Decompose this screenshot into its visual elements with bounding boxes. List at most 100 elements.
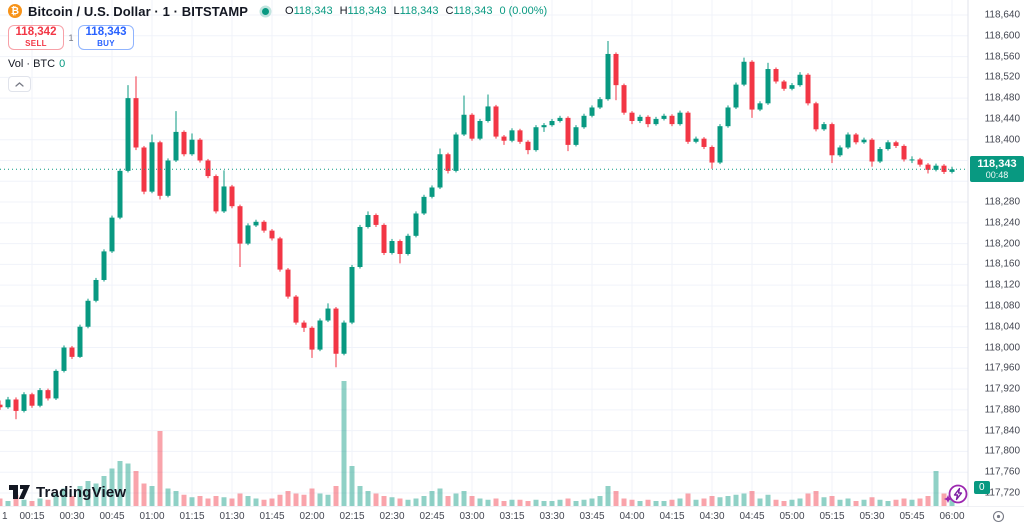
candle-body	[877, 149, 883, 162]
volume-bar	[405, 499, 411, 506]
price-axis-label: 118,080	[984, 300, 1020, 312]
candle-body	[861, 139, 867, 143]
candle-body	[429, 187, 435, 197]
change-value: 0 (0.00%)	[499, 5, 548, 17]
candle-body	[125, 98, 131, 171]
open-value: 118,343	[293, 5, 333, 17]
candle-body	[365, 215, 371, 227]
volume-bar	[589, 498, 595, 506]
volume-bar	[485, 499, 491, 506]
volume-bar	[805, 493, 811, 506]
last-price-badge: 118,343 00:48	[970, 156, 1024, 183]
volume-bar	[829, 496, 835, 506]
volume-bar	[421, 496, 427, 506]
volume-bar	[85, 481, 91, 506]
candle-body	[189, 139, 195, 155]
volume-bar	[925, 496, 931, 506]
volume-bar	[253, 498, 259, 506]
candle-body	[341, 322, 347, 354]
price-axis-label: 117,760	[984, 466, 1020, 478]
volume-legend: Vol · BTC 0	[8, 58, 66, 70]
bar-countdown: 00:48	[985, 170, 1009, 181]
volume-bar	[525, 501, 531, 506]
volume-bar	[93, 483, 99, 506]
candle-body	[597, 99, 603, 108]
time-axis-label: 02:30	[379, 511, 405, 522]
time-axis-label: 03:15	[499, 511, 525, 522]
candle-body	[45, 390, 51, 399]
volume-bar	[317, 493, 323, 506]
volume-bar	[205, 498, 211, 506]
candle-body	[373, 215, 379, 225]
volume-bar	[701, 498, 707, 506]
volume-bar	[349, 466, 355, 506]
candle-body	[781, 81, 787, 89]
time-axis-label: 06:00	[939, 511, 965, 522]
time-axis-label: 04:45	[739, 511, 765, 522]
volume-bar	[933, 471, 939, 506]
volume-bar	[765, 494, 771, 506]
axis-settings-gear-icon[interactable]	[992, 510, 1005, 527]
buy-button[interactable]: 118,343 BUY	[78, 25, 134, 50]
volume-bar	[157, 431, 163, 506]
candle-body	[621, 85, 627, 113]
price-axis-label: 118,120	[984, 279, 1020, 291]
volume-bar	[437, 488, 443, 506]
price-axis[interactable]: 117,720 117,760 117,800 117,840 117,880 117,9…	[968, 0, 1024, 507]
volume-bar	[189, 497, 195, 506]
volume-bar	[741, 493, 747, 506]
price-axis-label: 118,040	[984, 321, 1020, 333]
candle-body	[533, 127, 539, 151]
chart-legend: ₿ Bitcoin / U.S. Dollar · 1 · BITSTAMP O…	[8, 3, 547, 92]
volume-bar	[389, 497, 395, 506]
market-status-dot[interactable]	[262, 7, 270, 15]
volume-bar	[133, 471, 139, 506]
candle-body	[453, 134, 459, 171]
candle-body	[149, 142, 155, 192]
volume-bar	[277, 494, 283, 506]
time-axis-session-label: 1	[2, 511, 8, 522]
volume-bar	[501, 501, 507, 506]
collapse-pane-button[interactable]	[8, 76, 31, 92]
candle-body	[5, 399, 11, 408]
candle-body	[613, 53, 619, 86]
symbol-title[interactable]: Bitcoin / U.S. Dollar · 1 · BITSTAMP	[28, 3, 249, 19]
price-axis-label: 118,640	[984, 9, 1020, 21]
candle-body	[0, 404, 3, 408]
candle-body	[197, 139, 203, 161]
candle-body	[381, 224, 387, 253]
volume-bar	[397, 498, 403, 506]
volume-bar	[685, 493, 691, 506]
volume-bar	[781, 501, 787, 506]
price-axis-label: 117,800	[984, 445, 1020, 457]
volume-bar	[149, 486, 155, 506]
time-axis[interactable]: 00:15 00:30 00:45 01:00 01:15 01:30 01:45 02:00…	[0, 507, 1024, 527]
candle-body	[837, 147, 843, 156]
volume-bar	[949, 498, 955, 506]
candle-body	[285, 269, 291, 297]
boost-lightning-icon[interactable]	[941, 482, 971, 511]
volume-bar	[661, 501, 667, 506]
volume-bar	[29, 501, 35, 506]
volume-bar	[477, 498, 483, 506]
time-axis-label: 01:00	[139, 511, 165, 522]
volume-bar	[725, 496, 731, 506]
candle-body	[109, 217, 115, 252]
tradingview-logo[interactable]: TradingView	[8, 484, 126, 501]
volume-bar	[885, 501, 891, 506]
volume-bar	[357, 486, 363, 506]
time-axis-label: 05:00	[779, 511, 805, 522]
volume-bar	[69, 496, 75, 506]
volume-bar	[21, 499, 27, 506]
price-axis-label: 118,200	[984, 238, 1020, 250]
sell-button[interactable]: 118,342 SELL	[8, 25, 64, 50]
candle-body	[757, 103, 763, 110]
candle-body	[317, 320, 323, 350]
candle-body	[741, 61, 747, 85]
candle-body	[829, 124, 835, 156]
bitcoin-icon: ₿	[8, 4, 22, 18]
volume-bar	[5, 501, 11, 506]
price-axis-label: 118,400	[984, 134, 1020, 146]
volume-bar	[893, 499, 899, 506]
